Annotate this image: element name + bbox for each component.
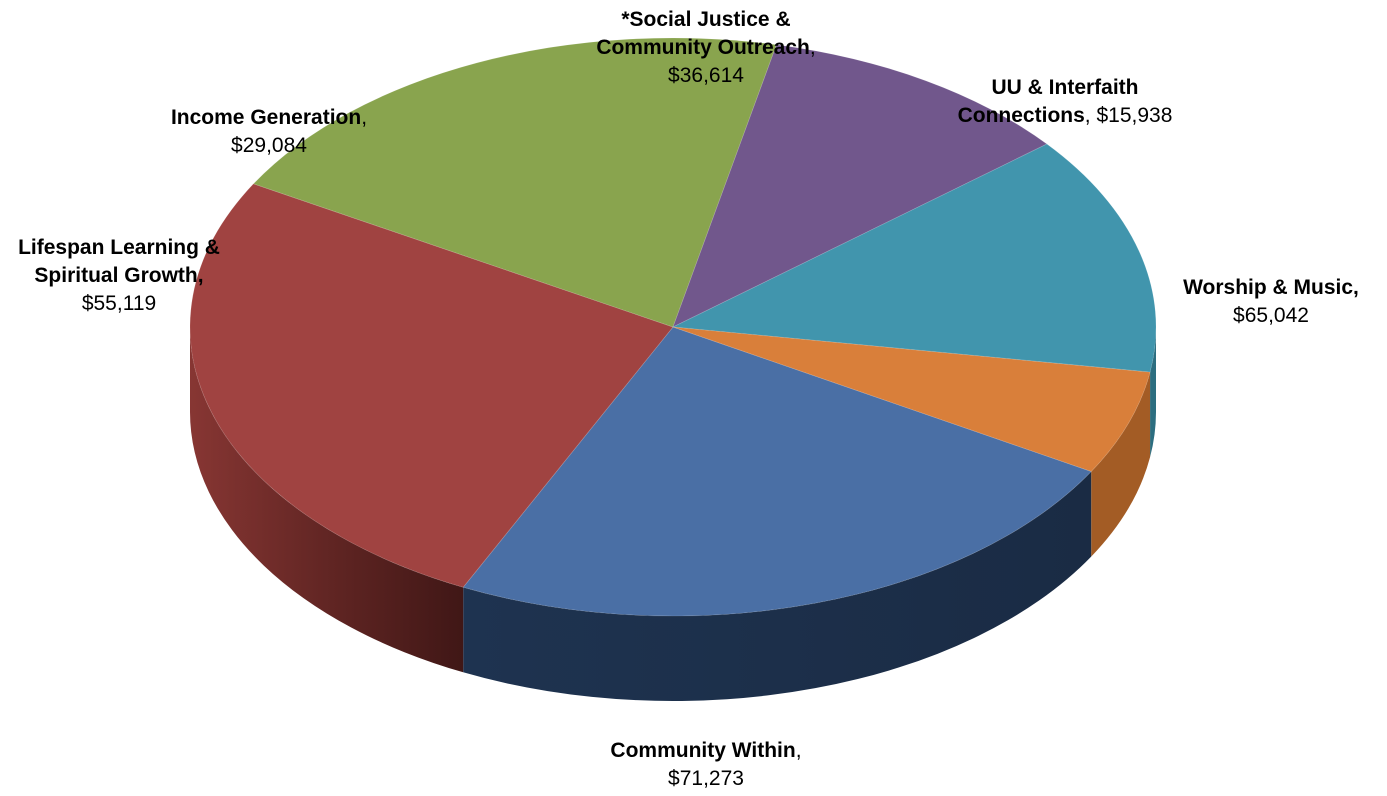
label-uu-interfaith-name-1: UU & Interfaith bbox=[991, 76, 1139, 99]
pie-slice-social-justice-community-outreach bbox=[671, 143, 1157, 373]
pie-side-worship-music bbox=[463, 471, 1092, 702]
label-income-generation-value: $29,084 bbox=[231, 134, 307, 157]
label-worship-music: Worship & Music, $65,042 bbox=[1183, 274, 1359, 330]
pie-slice-lifespan-learning-spiritual-growth bbox=[252, 37, 778, 328]
label-income-generation-sep: , bbox=[361, 106, 368, 129]
label-social-justice-value: $36,614 bbox=[668, 64, 744, 87]
pie-slice-uu-interfaith-connections bbox=[672, 326, 1151, 472]
label-lifespan-learning-value: $55,119 bbox=[81, 292, 157, 315]
label-community-within: Community Within, $71,273 bbox=[610, 737, 801, 793]
label-lifespan-learning-name-2: Spiritual Growth, bbox=[34, 264, 204, 287]
pie-side-uu-interfaith-connections bbox=[1091, 372, 1151, 557]
label-lifespan-learning-name-1: Lifespan Learning & bbox=[18, 236, 220, 259]
label-income-generation-name: Income Generation bbox=[170, 106, 362, 129]
label-social-justice-sep: , bbox=[809, 36, 816, 59]
label-uu-interfaith-name-2: Connections bbox=[957, 104, 1085, 127]
pie-side-social-justice-community-outreach bbox=[1150, 327, 1156, 458]
label-worship-music-name: Worship & Music, bbox=[1183, 276, 1359, 299]
label-community-within-sep: , bbox=[795, 739, 802, 762]
pie-slice-income-generation bbox=[672, 44, 1048, 328]
label-community-within-value: $71,273 bbox=[668, 767, 744, 790]
label-social-justice-name-2: Community Outreach bbox=[596, 36, 810, 59]
label-uu-interfaith: UU & Interfaith Connections, $15,938 bbox=[958, 74, 1173, 130]
label-uu-interfaith-value: $15,938 bbox=[1096, 104, 1173, 127]
pie-top-faces bbox=[189, 37, 1157, 617]
label-worship-music-value: $65,042 bbox=[1233, 304, 1309, 327]
pie-side-community-within bbox=[190, 327, 464, 673]
label-community-within-name: Community Within bbox=[610, 739, 796, 762]
pie-slice-worship-music bbox=[462, 326, 1093, 617]
label-uu-interfaith-sep: , bbox=[1084, 104, 1091, 127]
pie-side-walls bbox=[190, 327, 1156, 702]
label-income-generation: Income Generation, $29,084 bbox=[171, 104, 367, 160]
label-lifespan-learning: Lifespan Learning & Spiritual Growth, $5… bbox=[18, 234, 220, 318]
pie-slice-community-within bbox=[189, 183, 674, 588]
label-social-justice: *Social Justice & Community Outreach, $3… bbox=[596, 6, 815, 90]
label-social-justice-name-1: *Social Justice & bbox=[621, 8, 791, 31]
